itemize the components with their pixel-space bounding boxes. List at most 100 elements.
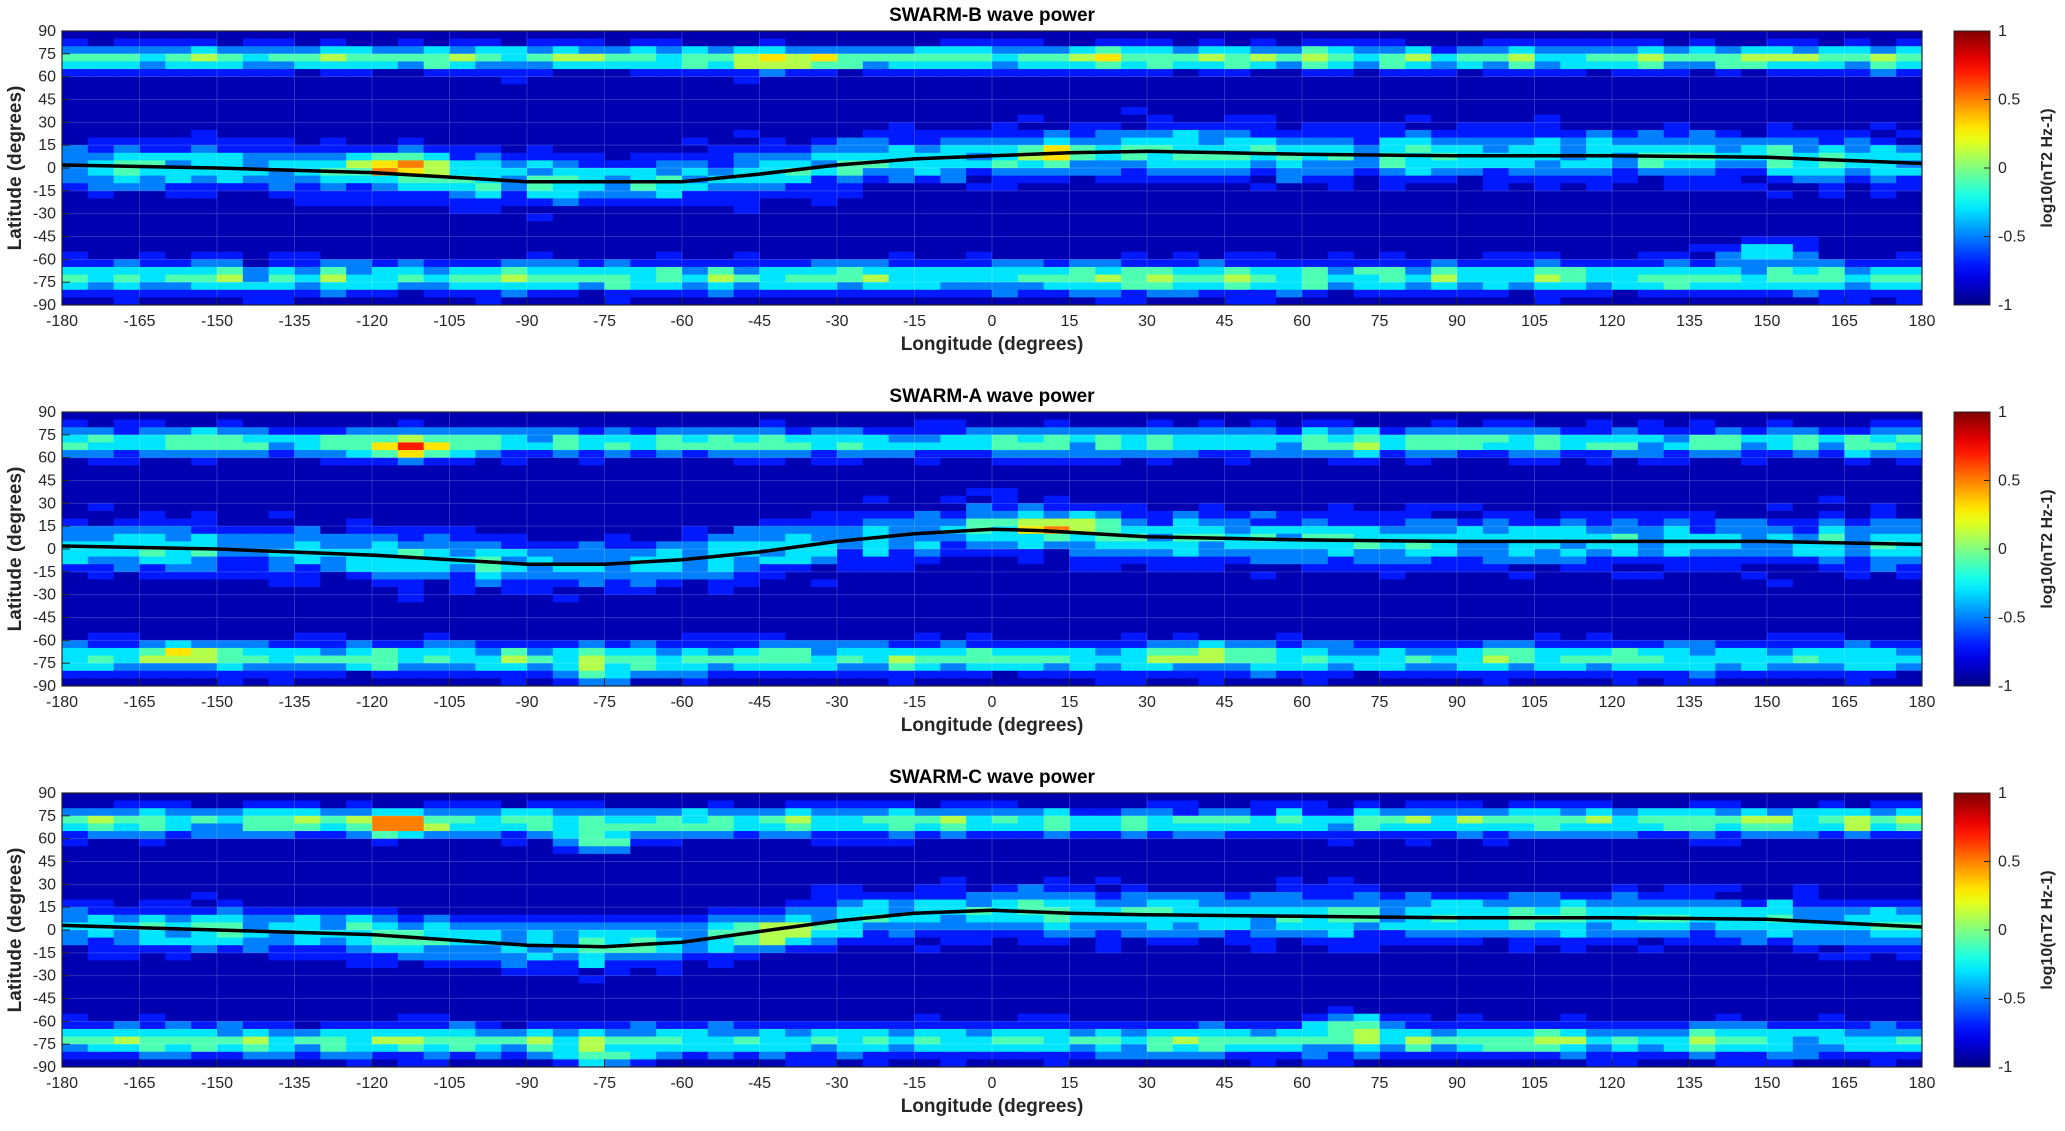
heatmap-cell [1508, 38, 1536, 47]
heatmap-cell [1405, 84, 1432, 93]
heatmap-cell [940, 206, 967, 215]
heatmap-cell [656, 31, 683, 40]
heatmap-cell [1689, 602, 1716, 611]
heatmap-cell [1715, 190, 1742, 200]
heatmap-cell [578, 190, 606, 200]
heatmap-cell [1612, 137, 1639, 146]
heatmap-cell [242, 503, 270, 512]
heatmap-cell [914, 61, 941, 70]
heatmap-cell [966, 61, 993, 70]
heatmap-cell [811, 465, 838, 474]
heatmap-cell [1482, 579, 1510, 588]
heatmap-cell [1095, 419, 1122, 428]
heatmap-cell [62, 190, 89, 200]
heatmap-cell [862, 450, 890, 459]
heatmap-cell [1069, 91, 1096, 101]
heatmap-cell [1379, 122, 1406, 131]
heatmap-cell [785, 84, 812, 93]
heatmap-cell [1198, 53, 1226, 63]
heatmap-cell [320, 533, 347, 542]
heatmap-cell [113, 206, 141, 215]
heatmap-cell [862, 61, 890, 70]
heatmap-cell [527, 145, 554, 154]
heatmap-cell [191, 274, 218, 283]
heatmap-cell [1637, 617, 1665, 626]
heatmap-cell [552, 274, 580, 283]
heatmap-cell [1379, 510, 1406, 520]
heatmap-cell [1534, 450, 1561, 459]
heatmap-cell [707, 168, 735, 177]
heatmap-cell [1276, 564, 1303, 573]
heatmap-cell [1405, 442, 1432, 451]
heatmap-cell [165, 609, 192, 619]
heatmap-cell [139, 632, 166, 641]
heatmap-cell [1767, 510, 1794, 520]
heatmap-cell [1767, 419, 1794, 428]
heatmap-cell [1250, 266, 1277, 276]
heatmap-cell [1508, 632, 1536, 641]
heatmap-cell [656, 213, 683, 222]
heatmap-cell [1612, 412, 1639, 421]
heatmap-cell [268, 571, 296, 581]
heatmap-cell [217, 168, 244, 177]
heatmap-cell [1844, 129, 1871, 139]
heatmap-cell [578, 450, 606, 459]
heatmap-cell [1586, 556, 1613, 565]
heatmap-cell [139, 442, 166, 451]
heatmap-cell [242, 274, 270, 283]
heatmap-cell [1327, 579, 1355, 588]
heatmap-cell [1224, 457, 1251, 466]
heatmap-cell [1095, 61, 1122, 70]
heatmap-cell [346, 510, 373, 520]
heatmap-cell [320, 503, 347, 512]
heatmap-cell [1017, 61, 1045, 70]
heatmap-cell [1405, 450, 1432, 459]
heatmap-cell [242, 434, 270, 444]
heatmap-cell [1250, 457, 1277, 466]
heatmap-cell [268, 69, 296, 78]
heatmap-cell [268, 465, 296, 474]
heatmap-cell [940, 412, 967, 421]
heatmap-cell [992, 579, 1019, 588]
heatmap-cell [707, 549, 735, 558]
heatmap-cell [1457, 549, 1484, 558]
heatmap-cell [1715, 114, 1742, 123]
heatmap-cell [1431, 518, 1458, 527]
heatmap-cell [1224, 175, 1251, 184]
heatmap-cell [1224, 549, 1251, 558]
heatmap-cell [1224, 617, 1251, 626]
heatmap-cell [372, 625, 399, 634]
heatmap-cell [1534, 419, 1561, 428]
heatmap-cell [1767, 488, 1794, 497]
heatmap-cell [372, 38, 399, 47]
heatmap-cell [1767, 160, 1794, 169]
heatmap-cell [682, 503, 709, 512]
heatmap-cell [966, 297, 993, 305]
heatmap-cell [423, 587, 451, 596]
heatmap-cell [552, 541, 580, 550]
heatmap-cell [733, 579, 761, 588]
heatmap-cell [1637, 472, 1665, 482]
heatmap-cell [1302, 434, 1329, 444]
heatmap-cell [1715, 632, 1742, 641]
heatmap-cell [1508, 114, 1536, 123]
heatmap-cell [1198, 137, 1226, 146]
heatmap-cell [656, 647, 683, 657]
heatmap-cell [914, 609, 941, 619]
heatmap-cell [191, 84, 218, 93]
heatmap-cell [1663, 122, 1691, 131]
heatmap-cell [862, 31, 890, 40]
heatmap-cell [87, 236, 115, 245]
heatmap-cell [423, 427, 451, 436]
heatmap-cell [1637, 587, 1665, 596]
heatmap-cell [294, 419, 321, 428]
heatmap-cell [1250, 69, 1277, 78]
heatmap-cell [113, 549, 141, 558]
heatmap-cell [397, 190, 425, 200]
heatmap-cell [1663, 465, 1691, 474]
heatmap-cell [1069, 175, 1096, 184]
heatmap-cell [1715, 84, 1742, 93]
heatmap-cell [1870, 282, 1897, 291]
heatmap-cell [578, 472, 606, 482]
heatmap-cell [1302, 69, 1329, 78]
